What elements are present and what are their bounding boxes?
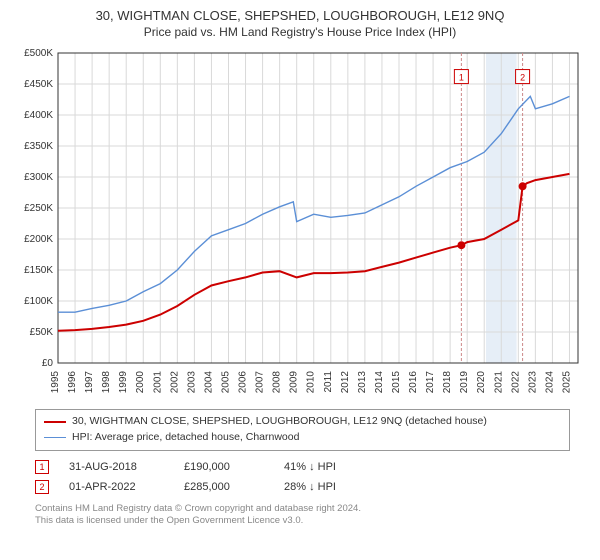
svg-text:2006: 2006 — [238, 371, 249, 394]
sale-marker-1: 1 — [35, 460, 49, 474]
svg-text:£400K: £400K — [24, 110, 53, 121]
sale-diff-1: 41% ↓ HPI — [284, 461, 374, 473]
svg-text:2004: 2004 — [203, 371, 214, 394]
sale-marker-2: 2 — [35, 480, 49, 494]
svg-text:2002: 2002 — [169, 371, 180, 394]
svg-text:2021: 2021 — [493, 371, 504, 394]
svg-text:1998: 1998 — [101, 371, 112, 394]
svg-text:2013: 2013 — [357, 371, 368, 394]
svg-text:£150K: £150K — [24, 265, 53, 276]
svg-text:2022: 2022 — [510, 371, 521, 394]
legend-row-hpi: HPI: Average price, detached house, Char… — [44, 430, 561, 446]
svg-text:2014: 2014 — [374, 371, 385, 394]
svg-text:1999: 1999 — [118, 371, 129, 394]
svg-text:2018: 2018 — [442, 371, 453, 394]
svg-text:2025: 2025 — [561, 371, 572, 394]
legend-swatch-property — [44, 421, 66, 423]
footer-line-1: Contains HM Land Registry data © Crown c… — [35, 503, 570, 515]
svg-text:2012: 2012 — [340, 371, 351, 394]
svg-text:2005: 2005 — [220, 371, 231, 394]
svg-text:1: 1 — [459, 73, 464, 83]
title-block: 30, WIGHTMAN CLOSE, SHEPSHED, LOUGHBOROU… — [0, 0, 600, 43]
legend-label-property: 30, WIGHTMAN CLOSE, SHEPSHED, LOUGHBOROU… — [72, 414, 487, 430]
footer-line-2: This data is licensed under the Open Gov… — [35, 515, 570, 527]
svg-text:2003: 2003 — [186, 371, 197, 394]
svg-text:1997: 1997 — [84, 371, 95, 394]
chart-svg: £0 £50K £100K £150K £200K £250K £300K £350K £400… — [10, 43, 590, 403]
legend-label-hpi: HPI: Average price, detached house, Char… — [72, 430, 299, 446]
svg-text:£200K: £200K — [24, 234, 53, 245]
legend-box: 30, WIGHTMAN CLOSE, SHEPSHED, LOUGHBOROU… — [35, 409, 570, 451]
svg-text:1996: 1996 — [67, 371, 78, 394]
svg-text:£450K: £450K — [24, 79, 53, 90]
sale-date-1: 31-AUG-2018 — [69, 461, 164, 473]
svg-text:2007: 2007 — [255, 371, 266, 394]
svg-text:2009: 2009 — [289, 371, 300, 394]
sales-table: 1 31-AUG-2018 £190,000 41% ↓ HPI 2 01-AP… — [35, 457, 570, 497]
svg-text:£500K: £500K — [24, 48, 53, 59]
svg-text:2011: 2011 — [323, 371, 334, 393]
svg-text:2000: 2000 — [135, 371, 146, 394]
svg-text:2023: 2023 — [527, 371, 538, 394]
legend-swatch-hpi — [44, 437, 66, 438]
svg-text:2001: 2001 — [152, 371, 163, 394]
svg-text:£0: £0 — [42, 358, 54, 369]
chart-subtitle: Price paid vs. HM Land Registry's House … — [10, 25, 590, 39]
sales-row-1: 1 31-AUG-2018 £190,000 41% ↓ HPI — [35, 457, 570, 477]
svg-text:£350K: £350K — [24, 141, 53, 152]
svg-text:2015: 2015 — [391, 371, 402, 394]
svg-text:2008: 2008 — [272, 371, 283, 394]
svg-text:£100K: £100K — [24, 296, 53, 307]
svg-text:£250K: £250K — [24, 203, 53, 214]
svg-text:2017: 2017 — [425, 371, 436, 394]
svg-text:1995: 1995 — [50, 371, 61, 394]
svg-text:2010: 2010 — [306, 371, 317, 394]
legend-row-property: 30, WIGHTMAN CLOSE, SHEPSHED, LOUGHBOROU… — [44, 414, 561, 430]
sale-date-2: 01-APR-2022 — [69, 481, 164, 493]
footer: Contains HM Land Registry data © Crown c… — [35, 503, 570, 528]
chart-area: £0 £50K £100K £150K £200K £250K £300K £350K £400… — [10, 43, 590, 403]
sale-price-2: £285,000 — [184, 481, 264, 493]
sales-row-2: 2 01-APR-2022 £285,000 28% ↓ HPI — [35, 477, 570, 497]
svg-text:2016: 2016 — [408, 371, 419, 394]
sale-price-1: £190,000 — [184, 461, 264, 473]
svg-text:2019: 2019 — [459, 371, 470, 394]
svg-text:£300K: £300K — [24, 172, 53, 183]
sale-diff-2: 28% ↓ HPI — [284, 481, 374, 493]
chart-title: 30, WIGHTMAN CLOSE, SHEPSHED, LOUGHBOROU… — [10, 8, 590, 23]
svg-text:2: 2 — [520, 73, 525, 83]
svg-text:2020: 2020 — [476, 371, 487, 394]
svg-text:2024: 2024 — [544, 371, 555, 394]
svg-text:£50K: £50K — [30, 327, 54, 338]
